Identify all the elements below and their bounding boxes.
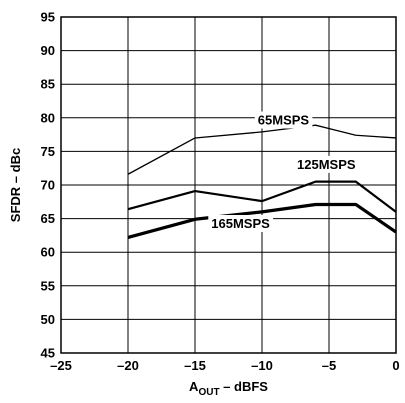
y-tick-label: 70 — [41, 178, 55, 193]
y-tick-label: 80 — [41, 110, 55, 125]
y-tick-label: 65 — [41, 211, 55, 226]
series-label-65msps: 65MSPS — [258, 113, 310, 128]
series-line-125msps — [127, 180, 397, 213]
x-tick-label: –20 — [117, 358, 139, 373]
y-tick-label: 85 — [41, 77, 55, 92]
y-tick-label: 60 — [41, 245, 55, 260]
y-tick-label: 45 — [41, 346, 55, 361]
tick-labels: 45 50 55 60 65 70 75 80 85 90 95 –25 –20 –15 –10 –5 0 — [41, 10, 400, 374]
x-tick-label: –25 — [50, 358, 72, 373]
series-label-background — [294, 155, 359, 173]
y-tick-label: 75 — [41, 144, 55, 159]
y-tick-label: 90 — [41, 43, 55, 58]
x-tick-label: 0 — [392, 358, 399, 373]
series-lines — [127, 124, 397, 239]
x-axis-title-rest: – dBFS — [220, 379, 269, 394]
series-labels: 65MSPS 125MSPS 165MSPS — [208, 111, 359, 233]
series-label-background — [254, 111, 313, 129]
y-axis-title: SFDR – dBc — [8, 148, 23, 222]
x-tick-label: –15 — [184, 358, 206, 373]
series-label-125msps: 125MSPS — [297, 157, 356, 172]
series-line-65msps — [127, 124, 397, 175]
x-axis-title: AOUT – dBFS — [189, 379, 268, 398]
x-tick-label: –5 — [322, 358, 336, 373]
grid — [60, 16, 397, 354]
x-tick-label: –10 — [251, 358, 273, 373]
plot-frame — [60, 16, 397, 354]
y-tick-label: 50 — [41, 312, 55, 327]
series-line-165msps — [127, 202, 397, 239]
series-label-165msps: 165MSPS — [211, 216, 270, 231]
series-label-background — [208, 215, 274, 233]
y-tick-label: 55 — [41, 278, 55, 293]
y-tick-label: 95 — [41, 10, 55, 25]
x-axis-title-subscript: OUT — [198, 387, 219, 398]
x-axis-title-main: A — [189, 379, 199, 394]
